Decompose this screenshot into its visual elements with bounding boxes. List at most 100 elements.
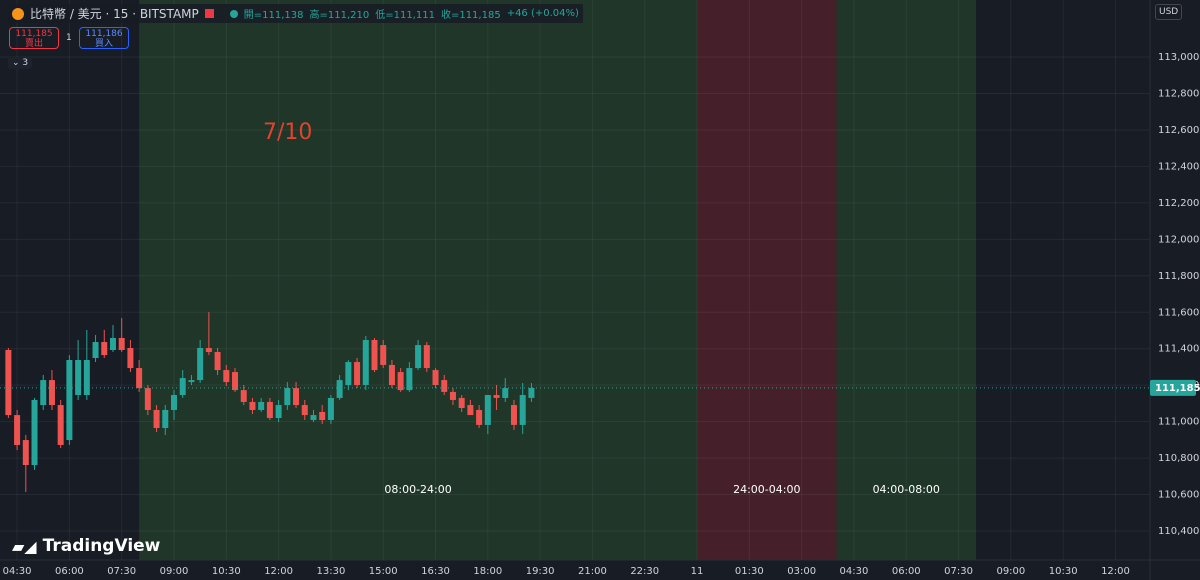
- candle-body: [467, 405, 474, 416]
- y-tick-label: 112,000: [1158, 234, 1199, 245]
- candle-body: [510, 405, 517, 425]
- candle-body: [336, 380, 343, 398]
- sell-label: 賣出: [24, 39, 43, 49]
- candle-body: [327, 397, 334, 420]
- candle-body: [197, 347, 204, 381]
- candle-body: [301, 405, 308, 416]
- y-tick-label: 111,600: [1158, 307, 1199, 318]
- x-tick-label: 10:30: [212, 566, 241, 577]
- x-tick-label: 07:30: [944, 566, 973, 577]
- candle-body: [31, 399, 38, 466]
- x-tick-label: 22:30: [630, 566, 659, 577]
- buy-button[interactable]: 111,186 買入: [79, 27, 129, 49]
- x-tick-label: 21:00: [578, 566, 607, 577]
- candle-body: [397, 372, 404, 391]
- indicators-toggle[interactable]: ⌄ 3: [8, 57, 33, 69]
- x-tick-label: 12:00: [1101, 566, 1130, 577]
- candle-body: [240, 390, 247, 402]
- y-tick-label: 113,000: [1158, 52, 1199, 63]
- candle-body: [493, 395, 500, 398]
- x-tick-label: 16:30: [421, 566, 450, 577]
- candle-body: [223, 370, 230, 383]
- spread: 1: [66, 33, 72, 43]
- candle-body: [188, 380, 195, 383]
- x-tick-label: 09:00: [996, 566, 1025, 577]
- x-tick-label: 07:30: [107, 566, 136, 577]
- candle-body: [258, 401, 265, 410]
- symbol[interactable]: 比特幣 / 美元 · 15 · BITSTAMP: [30, 7, 199, 21]
- x-tick-label: 09:00: [160, 566, 189, 577]
- candle-body: [170, 395, 177, 410]
- candle-body: [345, 362, 352, 385]
- candle-body: [441, 380, 448, 392]
- legend-bar: 比特幣 / 美元 · 15 · BITSTAMP 開=111,138 高=111…: [8, 4, 583, 23]
- x-tick-label: 15:00: [369, 566, 398, 577]
- flag[interactable]: [204, 9, 214, 18]
- candle-body: [232, 372, 239, 391]
- open: 開=111,138: [243, 10, 304, 21]
- status: [229, 9, 238, 18]
- x-tick-label: 11: [691, 566, 704, 577]
- high: 高=111,210: [309, 10, 370, 21]
- logo-text: TradingView: [42, 536, 161, 556]
- candle-body: [354, 362, 361, 385]
- candle-body: [249, 401, 256, 410]
- candle-body: [449, 391, 456, 400]
- x-tick-label: 04:30: [3, 566, 32, 577]
- candle-body: [423, 345, 430, 369]
- candle-body: [75, 360, 82, 396]
- coin-icon: [12, 7, 24, 20]
- buy-label: 買入: [94, 39, 113, 49]
- candle-body: [57, 405, 64, 445]
- candle-body: [66, 360, 73, 441]
- candle-body: [118, 337, 125, 350]
- buy-price: 111,186: [85, 29, 123, 39]
- x-tick-label: 18:00: [473, 566, 502, 577]
- candle-body: [319, 411, 326, 420]
- price-axis: [1150, 0, 1200, 580]
- candle-body: [162, 409, 169, 429]
- candle-body: [388, 364, 395, 385]
- sell-button[interactable]: 111,185 賣出: [9, 27, 59, 49]
- y-tick-label: 110,600: [1158, 490, 1199, 501]
- x-tick-label: 19:30: [526, 566, 555, 577]
- candle-body: [40, 380, 47, 406]
- candle-body: [432, 370, 439, 385]
- x-tick-label: 12:00: [264, 566, 293, 577]
- close: 收=111,185: [440, 10, 501, 21]
- candle-body: [179, 378, 186, 396]
- candle-body: [502, 388, 509, 398]
- session-label: 24:00-04:00: [733, 483, 800, 496]
- currency-button[interactable]: USD: [1155, 4, 1183, 20]
- y-tick-label: 112,600: [1158, 125, 1199, 136]
- x-tick-label: 06:00: [892, 566, 921, 577]
- candle-body: [284, 388, 291, 406]
- y-tick-label: 110,400: [1158, 526, 1199, 537]
- y-tick-label: 112,800: [1158, 89, 1199, 100]
- logo: ▰◢ TradingView: [12, 536, 160, 556]
- change: +46 (+0.04%): [506, 8, 579, 19]
- x-tick-label: 06:00: [55, 566, 84, 577]
- candle-body: [22, 440, 29, 466]
- x-tick-label: 03:00: [787, 566, 816, 577]
- y-tick-label: 112,400: [1158, 161, 1199, 172]
- sell-price: 111,185: [15, 29, 53, 39]
- indicator-count: 3: [22, 58, 29, 68]
- candle-body: [101, 341, 108, 356]
- candle-body: [458, 397, 465, 408]
- candle-body: [380, 345, 387, 365]
- candle-body: [214, 352, 221, 371]
- candle-body: [205, 347, 212, 353]
- session-label: 08:00-24:00: [384, 483, 451, 496]
- candle-body: [476, 409, 483, 425]
- candle-body: [528, 387, 535, 398]
- session-zone: [139, 0, 698, 560]
- candle-body: [48, 380, 55, 406]
- x-tick-label: 10:30: [1049, 566, 1078, 577]
- candle-body: [362, 339, 369, 385]
- candle-body: [92, 341, 99, 359]
- candle-body: [136, 368, 143, 389]
- candle-body: [484, 395, 491, 425]
